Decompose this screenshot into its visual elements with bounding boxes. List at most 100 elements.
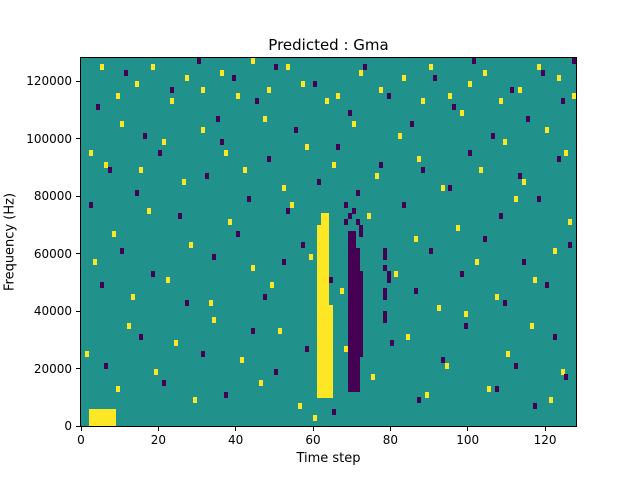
heatmap-cell (343, 201, 348, 208)
heatmap-cell (440, 357, 445, 363)
heatmap-cell (162, 380, 167, 386)
heatmap-cell (359, 293, 364, 300)
heatmap-cell (359, 288, 364, 294)
heatmap-cell (328, 334, 333, 340)
heatmap-cell (552, 247, 557, 254)
heatmap-cell (135, 190, 140, 197)
heatmap-cell (104, 362, 109, 369)
heatmap-cell (386, 92, 391, 99)
heatmap-cell (111, 230, 116, 237)
heatmap-cell (328, 322, 333, 329)
heatmap-cell (224, 391, 229, 398)
heatmap-cell (96, 408, 101, 415)
heatmap-cell (471, 58, 476, 64)
heatmap-cell (359, 299, 364, 306)
heatmap-cell (355, 247, 360, 254)
heatmap-cell (88, 408, 93, 415)
heatmap-cell (382, 293, 387, 300)
y-tick-mark (76, 425, 80, 427)
heatmap-cell (324, 311, 329, 317)
heatmap-cell (108, 167, 113, 174)
heatmap-cell (316, 265, 321, 271)
heatmap-cell (316, 328, 321, 335)
heatmap-cell (405, 334, 410, 340)
heatmap-cell (421, 98, 426, 105)
heatmap-cell (355, 357, 360, 363)
heatmap-cell (359, 270, 364, 277)
heatmap-cell (328, 351, 333, 358)
heatmap-cell (88, 414, 93, 421)
heatmap-cell (359, 351, 364, 358)
heatmap-cell (351, 362, 356, 369)
heatmap-cell (212, 316, 217, 323)
heatmap-cell (111, 408, 116, 415)
heatmap-cell (355, 265, 360, 271)
heatmap-cell (324, 362, 329, 369)
heatmap-cell (173, 339, 178, 346)
heatmap-cell (351, 328, 356, 335)
heatmap-cell (320, 391, 325, 398)
heatmap-cell (320, 357, 325, 363)
heatmap-cell (347, 230, 352, 237)
heatmap-cell (220, 69, 225, 76)
heatmap-cell (316, 230, 321, 237)
heatmap-cell (100, 282, 105, 289)
heatmap-cell (347, 265, 352, 271)
heatmap-cell (320, 282, 325, 289)
heatmap-cell (92, 259, 97, 266)
heatmap-cell (324, 213, 329, 220)
heatmap-cell (413, 288, 418, 294)
heatmap-cell (289, 201, 294, 208)
heatmap-cell (560, 98, 565, 105)
heatmap-cell (320, 328, 325, 335)
x-tick-mark (312, 427, 314, 431)
heatmap-cell (158, 150, 163, 156)
heatmap-cell (324, 305, 329, 312)
heatmap-cell (347, 242, 352, 248)
heatmap-cell (452, 104, 457, 110)
heatmap-cell (355, 374, 360, 381)
heatmap-cell (347, 385, 352, 392)
heatmap-cell (262, 115, 267, 122)
x-tick-mark (389, 427, 391, 431)
heatmap-cell (436, 305, 441, 312)
heatmap-cell (336, 92, 341, 99)
heatmap-cell (448, 184, 453, 191)
heatmap-cell (316, 299, 321, 306)
y-tick-label: 40000 (33, 304, 72, 318)
heatmap-cell (533, 403, 538, 409)
heatmap-cell (324, 328, 329, 335)
heatmap-cell (320, 236, 325, 243)
heatmap-cell (111, 414, 116, 421)
heatmap-cell (266, 155, 271, 162)
heatmap-cell (104, 420, 109, 426)
heatmap-cell (514, 196, 519, 202)
heatmap-cell (100, 408, 105, 415)
heatmap-cell (440, 184, 445, 191)
heatmap-cell (258, 380, 263, 386)
y-tick-label: 20000 (33, 361, 72, 376)
heatmap-cell (243, 167, 248, 174)
heatmap-cell (568, 242, 573, 248)
heatmap-cell (347, 282, 352, 289)
y-tick-mark (76, 138, 80, 139)
heatmap-cell (386, 270, 391, 277)
heatmap-cell (351, 299, 356, 306)
heatmap-cell (483, 69, 488, 76)
x-tick-label: 20 (150, 433, 166, 447)
heatmap-cell (347, 311, 352, 317)
heatmap-cell (316, 288, 321, 294)
heatmap-cell (266, 86, 271, 93)
heatmap-cell (355, 351, 360, 358)
heatmap-cell (197, 58, 202, 64)
heatmap-cell (316, 380, 321, 386)
heatmap-cell (351, 316, 356, 323)
heatmap-cell (328, 311, 333, 317)
heatmap-cell (320, 316, 325, 323)
heatmap-cell (537, 63, 542, 70)
heatmap-cell (359, 305, 364, 312)
heatmap-cell (521, 178, 526, 185)
y-tick-mark (76, 253, 80, 254)
heatmap-cell (359, 282, 364, 289)
heatmap-cell (351, 357, 356, 363)
